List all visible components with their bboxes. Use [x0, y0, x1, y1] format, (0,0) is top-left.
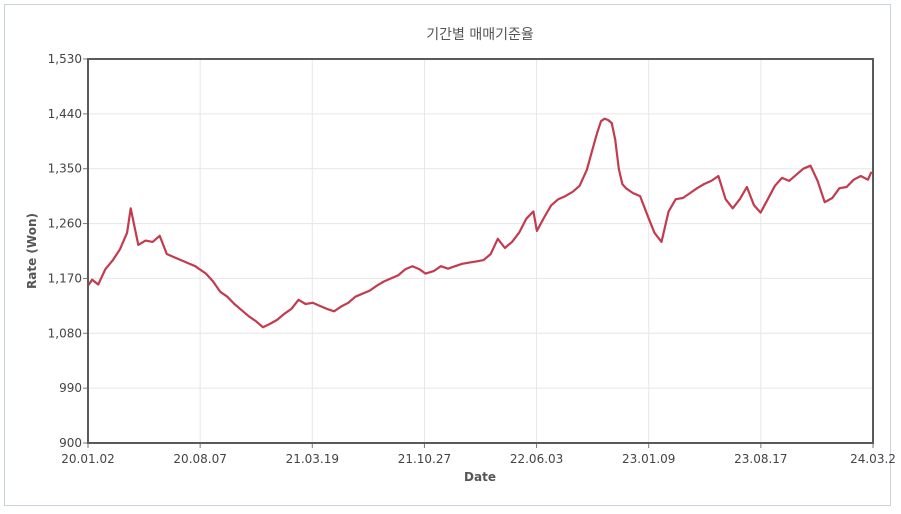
y-tick-label: 1,440 [48, 107, 82, 121]
x-tick-label: 20.08.07 [173, 452, 226, 466]
x-axis-ticks: 20.01.02 20.08.07 21.03.19 21.10.27 22.06.03… [61, 452, 896, 466]
series-line [87, 117, 873, 329]
y-tick-label: 1,080 [48, 326, 82, 340]
y-axis-ticks: 900 990 1,080 1,170 1,260 1,350 1,440 1,530 [48, 52, 82, 450]
plot-area [88, 59, 873, 443]
x-tick-label: 21.10.27 [398, 452, 451, 466]
series-group [87, 117, 873, 329]
y-tick-label: 990 [59, 381, 82, 395]
y-tick-label: 1,350 [48, 162, 82, 176]
plot-border [87, 58, 874, 444]
x-tick-label: 24.03.2 [850, 452, 896, 466]
x-tick-label: 20.01.02 [61, 452, 114, 466]
grid-lines [83, 58, 874, 448]
x-tick-label: 23.01.09 [622, 452, 675, 466]
x-axis-label: Date [464, 470, 496, 484]
x-tick-label: 23.08.17 [734, 452, 787, 466]
y-tick-label: 1,170 [48, 271, 82, 285]
x-tick-label: 21.03.19 [286, 452, 339, 466]
x-tick-label: 22.06.03 [510, 452, 563, 466]
chart-title: 기간별 매매기준율 [426, 27, 534, 43]
y-tick-label: 1,530 [48, 52, 82, 66]
y-tick-label: 900 [59, 436, 82, 450]
y-tick-label: 1,260 [48, 217, 82, 231]
y-axis-label: Rate (Won) [25, 213, 39, 289]
